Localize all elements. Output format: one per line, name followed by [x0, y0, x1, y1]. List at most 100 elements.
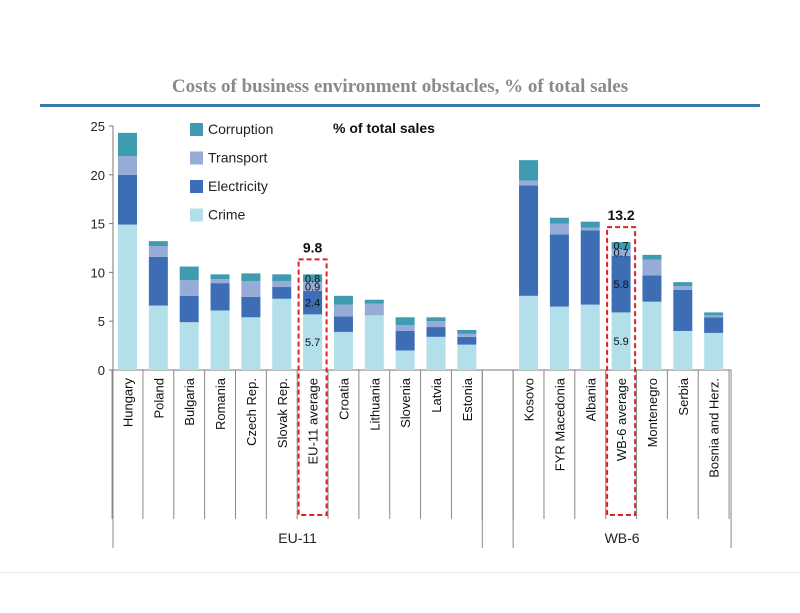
legend-label: Crime [208, 207, 246, 223]
bar-segment-corruption [148, 241, 168, 247]
category-label: Latvia [429, 377, 444, 412]
bar-segment-transport [148, 246, 168, 257]
bar-segment-transport [118, 156, 137, 175]
bar-segment-crime [179, 322, 199, 370]
category-label: Serbia [676, 377, 691, 415]
bar-segment-transport [241, 281, 261, 297]
legend: Corruption Transport Electricity Crime [190, 121, 273, 223]
category-label: Bulgaria [182, 377, 197, 425]
bar-segment-transport [519, 180, 539, 186]
bar-segment-electricity [549, 234, 569, 307]
bar-segment-transport [580, 227, 600, 231]
bar-segment-crime [333, 331, 353, 370]
highlight-box [297, 258, 328, 516]
y-tick-label: 0 [98, 363, 105, 378]
bar-segment-crime [704, 332, 724, 370]
bar-segment-transport [704, 315, 724, 318]
highlight-box [606, 226, 637, 516]
category-label: WB-6 average [614, 378, 629, 461]
bar-segment-crime [549, 306, 569, 370]
bar-segment-transport [395, 325, 415, 331]
bar-segment-corruption [333, 295, 353, 305]
bar-segment-corruption [179, 266, 199, 281]
bar-segment-crime [519, 295, 539, 370]
bar-segment-corruption [210, 274, 230, 280]
bar-segment-electricity [611, 255, 631, 313]
y-tick-label: 15 [91, 217, 105, 232]
total-value-label: 9.8 [303, 239, 323, 255]
category-label: Slovenia [398, 377, 413, 428]
y-tick-label: 20 [91, 168, 105, 183]
bar-segment-transport [611, 248, 631, 256]
bar-segment-corruption [364, 299, 384, 304]
y-tick-label: 5 [98, 314, 105, 329]
bar-segment-corruption [426, 317, 446, 322]
bar-segment-crime [611, 312, 631, 370]
segment-value-label: 2.4 [305, 298, 320, 310]
bar-segment-transport [333, 304, 353, 317]
bar-segment-crime [580, 304, 600, 370]
category-label: Poland [151, 378, 166, 418]
bar-segment-transport [210, 279, 230, 284]
bar-segment-transport [426, 321, 446, 328]
category-label: FYR Macedonia [552, 377, 567, 471]
category-label: Estonia [460, 377, 475, 421]
bar-segment-transport [642, 259, 662, 276]
total-value-label: 13.2 [607, 207, 634, 223]
bar-segment-electricity [580, 230, 600, 305]
bar-segment-crime [642, 301, 662, 370]
bar-segment-electricity [303, 290, 323, 315]
segment-value-label: 5.9 [613, 336, 628, 348]
bar-segment-corruption [118, 132, 137, 157]
category-label: Hungary [121, 378, 136, 428]
bar-segment-transport [364, 303, 384, 316]
group-label: WB-6 [605, 530, 640, 546]
bar-segment-transport [457, 333, 477, 337]
segment-value-label: 0.9 [305, 282, 320, 294]
bar-segment-corruption [519, 160, 539, 181]
y-tick-label: 10 [91, 265, 105, 280]
bar-segment-transport [272, 281, 292, 288]
bar-segment-transport [179, 280, 199, 296]
bar-segment-corruption [549, 217, 569, 224]
category-label: Kosovo [522, 378, 537, 421]
category-label: Czech Rep. [244, 378, 259, 446]
bar-segment-electricity [519, 185, 539, 296]
bar-segment-crime [272, 298, 292, 370]
bar-segment-crime [148, 305, 168, 370]
bar-segment-crime [457, 344, 477, 370]
bar-segment-electricity [704, 317, 724, 333]
segment-value-label: 0.7 [613, 247, 628, 259]
bar-segment-corruption [673, 282, 693, 287]
bar-segment-electricity [395, 330, 415, 351]
bar-segment-electricity [210, 283, 230, 311]
legend-swatch-electricity [190, 180, 203, 193]
category-label: Bosnia and Herz. [707, 378, 722, 478]
bar-segment-electricity [241, 296, 261, 318]
group-label: EU-11 [278, 530, 317, 546]
legend-swatch-crime [190, 208, 203, 222]
bar-segment-electricity [457, 336, 477, 345]
bar-segment-electricity [118, 174, 137, 225]
category-label: Croatia [336, 377, 351, 420]
bar-segment-transport [303, 282, 323, 291]
bar-segment-crime [118, 224, 137, 370]
bar-segment-corruption [704, 312, 724, 316]
title-divider [40, 104, 760, 107]
bar-segment-corruption [611, 242, 631, 249]
category-label: Albania [583, 377, 598, 421]
legend-label: Corruption [208, 121, 273, 137]
bar-segment-transport [549, 223, 569, 235]
category-label: Montenegro [645, 378, 660, 447]
bar-segment-electricity [642, 275, 662, 302]
page-divider [0, 572, 800, 573]
bar-segment-crime [395, 350, 415, 370]
category-label: Lithuania [367, 377, 382, 431]
legend-swatch-transport [190, 151, 203, 165]
bar-segment-corruption [303, 274, 323, 283]
bar-segment-crime [426, 336, 446, 370]
bars: 5.7 2.4 0.90.8 9.8 5.9 5.8 0.70.7 13.2 [118, 132, 724, 516]
bar-segment-electricity [272, 287, 292, 299]
segment-value-label: 5.7 [305, 337, 320, 349]
bar-segment-transport [673, 286, 693, 290]
